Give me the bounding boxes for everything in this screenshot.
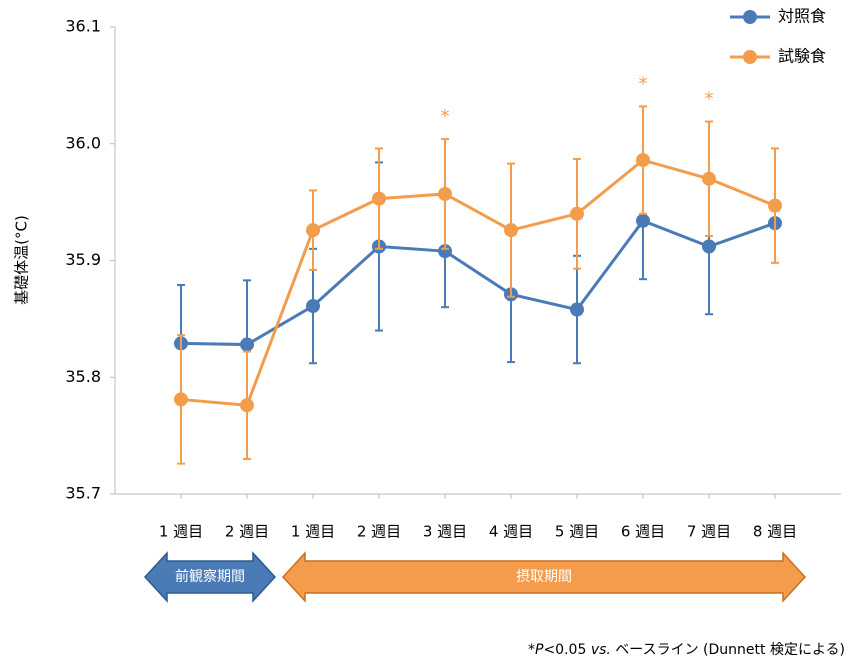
period-arrow [281, 551, 807, 603]
significance-mark: * [441, 106, 450, 127]
point [570, 302, 584, 317]
footnote-part: vs. [591, 642, 611, 658]
footnote-part: ベースライン (Dunnett 検定による) [611, 642, 845, 658]
period-arrow [143, 551, 277, 603]
significance-mark: * [705, 89, 714, 110]
point [174, 392, 188, 407]
point [438, 244, 452, 259]
y-tick-label: 35.8 [65, 367, 101, 386]
y-axis-label: 基礎体温(°C) [13, 215, 31, 305]
x-tick-label: 8 週目 [753, 523, 797, 541]
x-tick-label: 6 週目 [621, 523, 665, 541]
x-tick-label: 5 週目 [555, 523, 599, 541]
point [240, 398, 254, 413]
x-tick-label: 3 週目 [423, 523, 467, 541]
footnote-part: * [528, 642, 535, 658]
x-tick-label: 7 週目 [687, 523, 731, 541]
x-tick-label: 4 週目 [489, 523, 533, 541]
point [240, 337, 254, 352]
point [768, 198, 782, 213]
point [438, 186, 452, 201]
y-tick-label: 35.7 [65, 484, 101, 503]
legend-marker [743, 50, 757, 64]
legend-label: 試験食 [778, 47, 826, 66]
point [702, 239, 716, 254]
series-line [180, 218, 776, 347]
y-tick-label: 35.9 [65, 250, 101, 269]
x-tick-label: 2 週目 [225, 523, 269, 541]
point [636, 213, 650, 228]
footnote-part: <0.05 [543, 642, 590, 658]
point [504, 223, 518, 238]
series-line [180, 158, 776, 407]
x-tick-label: 2 週目 [357, 523, 401, 541]
point [636, 153, 650, 168]
legend-label: 対照食 [778, 7, 826, 26]
y-tick-label: 36.1 [65, 17, 101, 36]
footnote-part: P [535, 642, 544, 658]
point [306, 223, 320, 238]
point [702, 171, 716, 186]
period-label: 摂取期間 [516, 569, 572, 585]
x-tick-label: 1 週目 [291, 523, 335, 541]
point [570, 206, 584, 221]
significance-mark: * [639, 73, 648, 94]
point [372, 191, 386, 206]
legend-marker [743, 10, 757, 24]
point [306, 299, 320, 314]
y-tick-label: 36.0 [65, 133, 101, 152]
footnote: *P<0.05 vs. ベースライン (Dunnett 検定による) [528, 642, 845, 658]
period-label: 前観察期間 [175, 568, 245, 585]
x-tick-label: 1 週目 [159, 523, 203, 541]
